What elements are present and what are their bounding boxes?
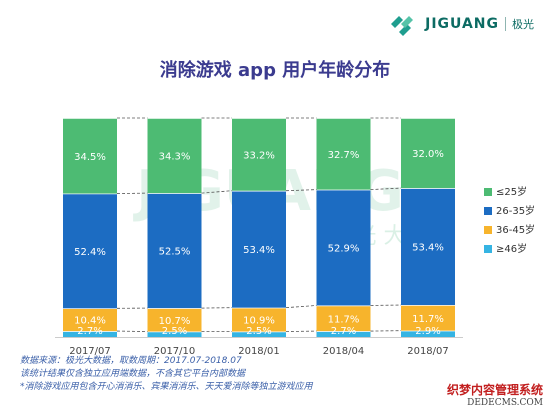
bar-segment xyxy=(401,188,455,306)
corner-watermark-title: 织梦内容管理系统 xyxy=(446,383,543,397)
connector-line xyxy=(285,305,317,309)
legend-label: 36-45岁 xyxy=(496,223,535,236)
data-label: 2.5% xyxy=(162,326,187,337)
data-label: 34.3% xyxy=(159,152,191,163)
x-tick-label: 2018/04 xyxy=(323,346,365,357)
bars xyxy=(63,117,455,337)
data-label: 34.5% xyxy=(74,152,106,163)
logo-name: JIGUANG xyxy=(425,16,499,32)
bar-segment xyxy=(316,189,371,306)
connector-line xyxy=(370,187,402,191)
bar-segment xyxy=(232,190,286,308)
data-label: 11.7% xyxy=(328,314,360,325)
bar-segment xyxy=(232,331,286,337)
footer-source: 数据来源：极光大数据，取数周期：2017.07-2018.07 xyxy=(20,356,242,366)
bar-segment xyxy=(147,193,202,309)
bar-segment xyxy=(232,307,286,332)
chart-title: 消除游戏 app 用户年龄分布 xyxy=(159,60,391,81)
data-label: 10.9% xyxy=(243,316,275,327)
corner-watermark-url: DEDECMS.COM xyxy=(467,398,543,408)
bar-segment xyxy=(63,331,117,337)
data-label: 10.4% xyxy=(74,316,106,327)
bar-segment xyxy=(63,193,117,309)
data-label: 2.7% xyxy=(331,326,356,337)
x-axis: 2017/07 2017/10 2018/01 2018/04 2018/07 xyxy=(55,337,463,357)
legend-swatch xyxy=(484,226,492,234)
legend: ≤25岁 26-35岁 36-45岁 ≥46岁 xyxy=(484,185,535,255)
footer-note: *消除游戏应用包含开心消消乐、宾果消消乐、天天爱消除等独立游戏应用 xyxy=(20,382,313,392)
footer-notes: 数据来源：极光大数据，取数周期：2017.07-2018.07 该统计结果仅含独… xyxy=(20,355,313,394)
bar-segment xyxy=(232,118,286,191)
legend-swatch xyxy=(484,188,492,196)
legend-swatch xyxy=(484,245,492,253)
connector-line xyxy=(285,189,317,192)
bar-segment xyxy=(316,331,371,337)
data-label: 52.5% xyxy=(159,247,191,258)
data-label: 10.7% xyxy=(159,316,191,327)
legend-swatch xyxy=(484,207,492,215)
data-label: 52.4% xyxy=(74,247,106,258)
jiguang-logo-icon xyxy=(391,16,414,36)
x-tick-label: 2017/10 xyxy=(154,346,196,357)
legend-label: ≥46岁 xyxy=(496,242,527,255)
data-label: 33.2% xyxy=(243,150,275,161)
connector-line xyxy=(201,190,233,194)
x-tick-label: 2018/01 xyxy=(238,346,280,357)
logo-divider xyxy=(505,17,506,31)
legend-label: ≤25岁 xyxy=(496,185,527,198)
data-label: 2.5% xyxy=(246,326,271,337)
x-tick-label: 2017/07 xyxy=(69,346,111,357)
jiguang-logo: JIGUANG 极光 xyxy=(389,12,534,36)
connector-lines xyxy=(116,117,402,332)
data-label: 2.9% xyxy=(415,326,440,337)
bar-segment xyxy=(147,308,202,332)
bar-segment xyxy=(401,330,455,337)
data-label: 32.7% xyxy=(328,150,360,161)
x-tick-label: 2018/07 xyxy=(407,346,449,357)
data-label: 53.4% xyxy=(412,243,444,254)
bar-segment xyxy=(316,305,371,332)
data-label: 52.9% xyxy=(328,244,360,255)
legend-label: 26-35岁 xyxy=(496,204,535,217)
bar-segment xyxy=(316,118,371,190)
data-label: 53.4% xyxy=(243,245,275,256)
footer-scope: 该统计结果仅含独立应用端数据，不含其它平台内部数据 xyxy=(20,369,246,379)
data-label: 11.7% xyxy=(412,314,444,325)
logo-cn: 极光 xyxy=(512,18,534,31)
data-label: 2.7% xyxy=(77,326,102,337)
data-labels: 2.7%10.4%52.4%34.5%2.5%10.7%52.5%34.3%2.… xyxy=(74,149,444,337)
bar-segment xyxy=(147,331,202,337)
bar-segment xyxy=(63,308,117,332)
bar-segment xyxy=(147,118,202,194)
bar-segment xyxy=(63,118,117,194)
bar-segment xyxy=(401,118,455,189)
corner-watermark: 织梦内容管理系统 DEDECMS.COM xyxy=(443,380,546,409)
bar-segment xyxy=(401,305,455,331)
data-label: 32.0% xyxy=(412,149,444,160)
